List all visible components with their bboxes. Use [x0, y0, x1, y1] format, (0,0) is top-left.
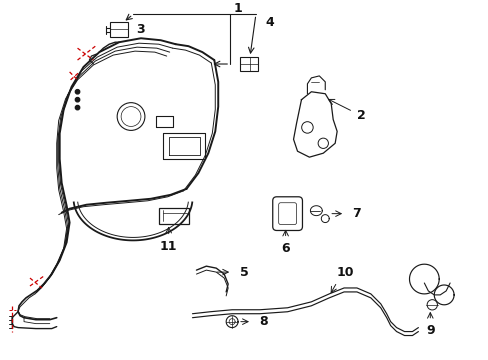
- Text: 7: 7: [352, 207, 361, 220]
- FancyBboxPatch shape: [240, 57, 257, 71]
- Text: 11: 11: [160, 240, 177, 253]
- FancyBboxPatch shape: [272, 197, 302, 230]
- Text: 4: 4: [265, 16, 274, 29]
- Text: 6: 6: [281, 242, 289, 255]
- Text: 8: 8: [259, 315, 267, 328]
- Text: 1: 1: [233, 2, 242, 15]
- Text: 10: 10: [336, 266, 353, 279]
- Circle shape: [75, 105, 80, 110]
- FancyBboxPatch shape: [110, 22, 128, 37]
- Circle shape: [75, 90, 80, 94]
- Circle shape: [75, 98, 80, 102]
- Text: 9: 9: [425, 324, 434, 337]
- Text: 2: 2: [356, 109, 365, 122]
- Text: 5: 5: [239, 266, 248, 279]
- FancyBboxPatch shape: [159, 208, 188, 224]
- Text: 3: 3: [136, 23, 145, 36]
